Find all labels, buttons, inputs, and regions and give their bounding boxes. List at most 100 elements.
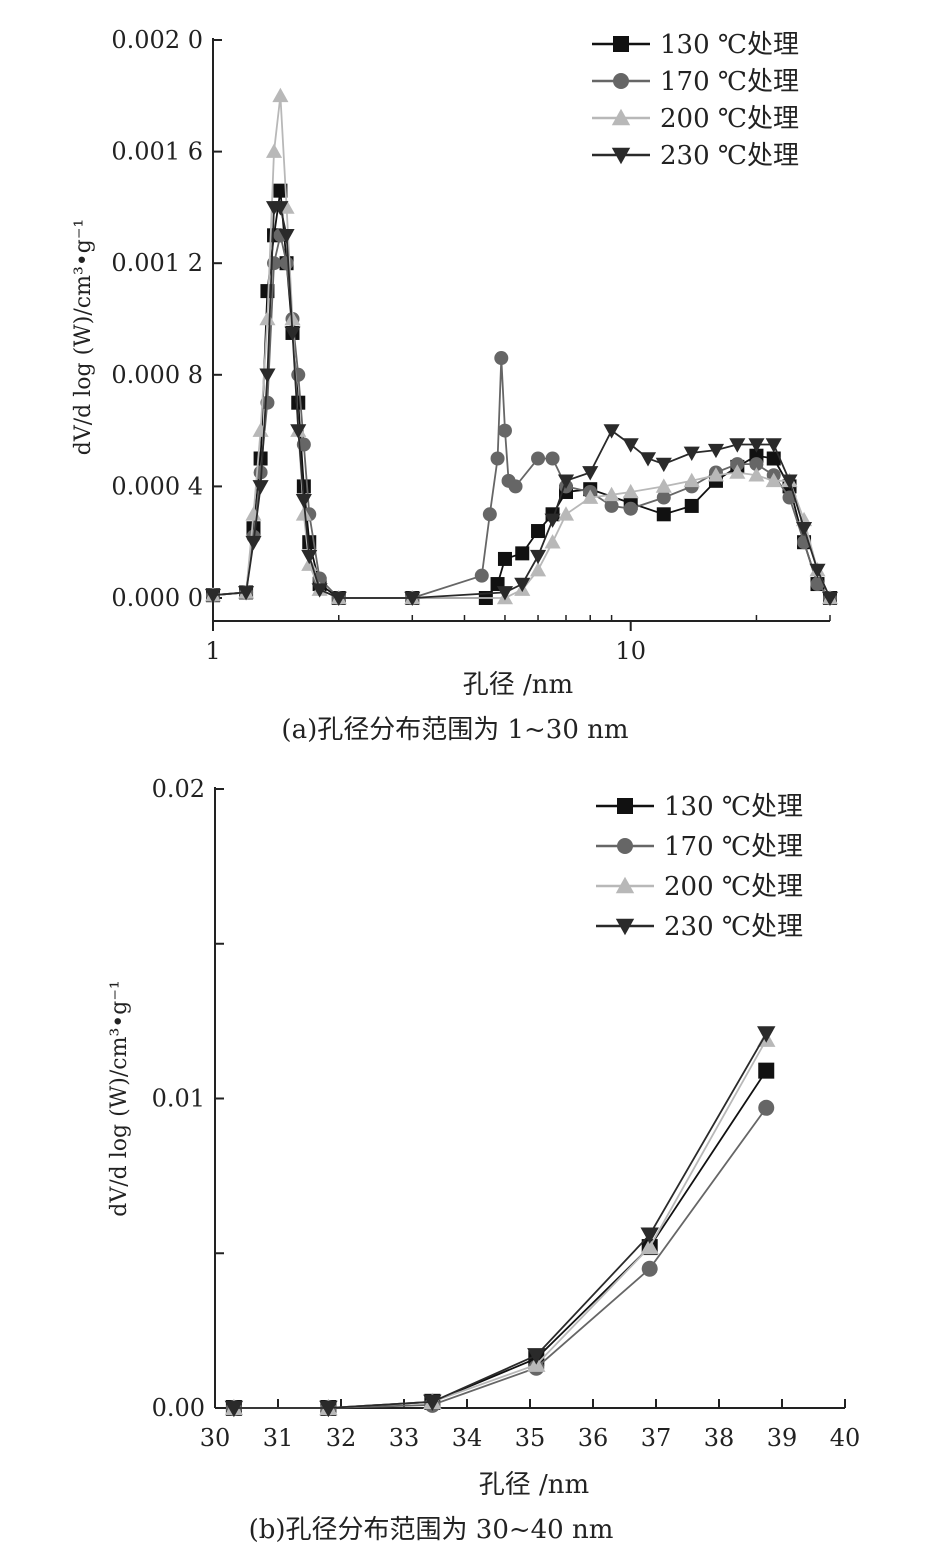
data-point: [295, 494, 312, 509]
data-point: [259, 368, 276, 383]
data-point: [514, 577, 531, 593]
data-point: [245, 506, 262, 521]
data-point: [765, 472, 782, 488]
data-point: [641, 1260, 658, 1277]
data-point: [330, 591, 347, 607]
data-point: [758, 1099, 775, 1116]
series-line: [233, 1070, 768, 1409]
data-point: [557, 474, 575, 489]
y-tick-label: 0.00: [152, 1394, 205, 1422]
chart-panel-b: 0.00 0.01 0.02 30 31 32 33 34 35 36 37 38 39 40 孔径 /nm…: [107, 775, 860, 1545]
x-axis-label: 孔径 /nm: [463, 670, 573, 700]
data-point: [311, 583, 328, 598]
data-point: [273, 183, 288, 198]
data-point: [508, 479, 523, 494]
x-tick-label: 39: [767, 1424, 798, 1452]
chart-panel-a: 0.000 0 0.000 4 0.000 8 0.001 2 0.001 6 0.002…: [71, 26, 839, 745]
data-point: [544, 513, 561, 528]
series-triangle-down: [204, 201, 839, 607]
data-point: [224, 1400, 244, 1418]
series-triangle-down: [224, 1026, 776, 1418]
data-point: [272, 87, 289, 103]
data-point: [482, 507, 497, 522]
series-line: [233, 1039, 768, 1409]
data-point: [204, 588, 222, 604]
data-point: [529, 549, 547, 565]
data-point: [781, 474, 798, 489]
data-point: [319, 1400, 338, 1418]
x-tick-label: 35: [515, 1424, 546, 1452]
series-line: [233, 1107, 768, 1409]
data-point: [291, 367, 306, 382]
data-point: [707, 443, 725, 459]
data-point: [622, 438, 639, 453]
data-point: [544, 534, 561, 549]
data-point: [279, 256, 294, 271]
data-point: [655, 457, 672, 473]
data-point: [529, 562, 547, 577]
y-tick-label: 0.002 0: [111, 26, 203, 54]
x-tick-label: 1: [205, 637, 220, 665]
data-point: [729, 438, 746, 453]
legend: 130 ℃处理 170 ℃处理 200 ℃处理 230 ℃处理: [592, 30, 799, 171]
chart-caption: (b)孔径分布范围为 30~40 nm: [249, 1515, 614, 1545]
data-point: [295, 506, 312, 521]
data-point: [260, 395, 275, 410]
data-point: [527, 1348, 546, 1365]
data-point: [766, 451, 781, 466]
legend: 130 ℃处理 170 ℃处理 200 ℃处理 230 ℃处理: [596, 792, 803, 942]
data-point: [729, 464, 746, 479]
data-point: [265, 143, 283, 158]
y-axis-label: dV/d log (W)/cm³•g⁻¹: [71, 219, 96, 456]
data-point: [301, 549, 318, 565]
data-point: [515, 546, 530, 561]
legend-label: 230 ℃处理: [660, 141, 799, 171]
data-point: [494, 351, 509, 366]
legend-label: 230 ℃处理: [664, 912, 803, 942]
data-point: [639, 452, 657, 467]
data-point: [757, 1026, 776, 1043]
data-point: [707, 467, 725, 482]
data-point: [474, 568, 489, 583]
data-point: [640, 1227, 659, 1244]
data-point: [290, 424, 307, 439]
y-tick-label: 0.01: [152, 1085, 205, 1113]
data-point: [765, 438, 782, 453]
legend-marker: [617, 798, 633, 814]
series-triangle-up: [224, 1030, 776, 1416]
x-tick-label: 38: [704, 1424, 735, 1452]
data-point: [497, 551, 512, 566]
legend-marker: [613, 73, 629, 89]
data-point: [531, 524, 546, 539]
data-point: [683, 446, 700, 461]
x-tick-label: 30: [200, 1424, 231, 1452]
data-point: [252, 480, 269, 495]
legend-label: 130 ℃处理: [664, 792, 803, 822]
data-point: [684, 498, 699, 513]
data-point: [603, 486, 620, 502]
legend-label: 200 ℃处理: [664, 872, 803, 902]
data-point: [683, 472, 700, 488]
data-point: [795, 521, 813, 537]
legend-marker: [615, 918, 635, 936]
x-tick-label: 32: [326, 1424, 357, 1452]
x-tick-label: 31: [263, 1424, 294, 1452]
x-tick-label: 40: [830, 1424, 861, 1452]
data-point: [730, 457, 745, 472]
data-point: [245, 535, 262, 551]
data-point: [623, 501, 638, 516]
data-point: [582, 466, 599, 481]
data-point: [259, 310, 276, 326]
legend-marker: [613, 36, 629, 52]
data-point: [582, 489, 599, 504]
data-point: [531, 451, 546, 466]
legend-marker: [615, 876, 635, 894]
legend-marker: [611, 147, 631, 165]
y-tick-label: 0.02: [152, 775, 205, 803]
x-tick-label: 34: [452, 1424, 483, 1452]
data-point: [749, 457, 764, 472]
chart-caption: (a)孔径分布范围为 1~30 nm: [281, 715, 628, 745]
data-point: [656, 507, 671, 522]
data-point: [748, 438, 765, 453]
